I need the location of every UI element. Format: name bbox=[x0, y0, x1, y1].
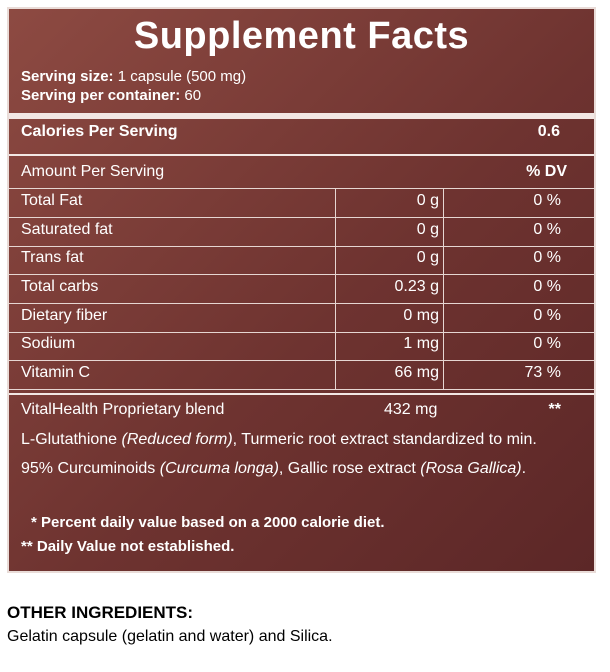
nutrient-name: Total Fat bbox=[21, 192, 83, 209]
servings-per-container-value: 60 bbox=[184, 87, 202, 104]
nutrient-name: Saturated fat bbox=[21, 221, 113, 238]
supplement-facts-panel: Supplement Facts Serving size: 1 capsule… bbox=[7, 7, 596, 573]
serving-info: Serving size: 1 capsule (500 mg) Serving… bbox=[21, 67, 246, 105]
blend-text-italic: (Reduced form) bbox=[121, 431, 233, 448]
blend-dv: ** bbox=[548, 401, 561, 418]
nutrient-dv: 0 % bbox=[533, 335, 561, 352]
nutrient-name: Trans fat bbox=[21, 249, 84, 266]
blend-text-italic: (Curcuma longa) bbox=[159, 460, 279, 477]
blend-amount: 432 mg bbox=[384, 401, 438, 418]
footnote-text: Daily Value not established. bbox=[36, 538, 235, 555]
panel-title: Supplement Facts bbox=[133, 15, 470, 57]
footnote-percent-dv: * Percent daily value based on a 2000 ca… bbox=[31, 514, 385, 531]
blend-text: , Turmeric root extract standardized to … bbox=[232, 431, 537, 448]
serving-size-value: 1 capsule (500 mg) bbox=[117, 68, 247, 85]
nutrient-dv: 0 % bbox=[533, 307, 561, 324]
nutrient-dv: 0 % bbox=[533, 278, 561, 295]
blend-text: L-Glutathione bbox=[21, 431, 122, 448]
blend-text: , Gallic rose extract bbox=[278, 460, 421, 477]
nutrient-amount: 0.23 g bbox=[394, 278, 439, 295]
blend-ingredients-line-2: 95% Curcuminoids (Curcuma longa), Gallic… bbox=[21, 460, 526, 478]
blend-name: VitalHealth Proprietary blend bbox=[21, 401, 225, 418]
nutrient-amount: 0 g bbox=[416, 249, 439, 266]
nutrient-amount: 0 g bbox=[416, 221, 439, 238]
blend-text: 95% Curcuminoids bbox=[21, 460, 160, 477]
calories-label: Calories Per Serving bbox=[21, 123, 178, 140]
footnote-mark: ** bbox=[21, 538, 33, 555]
nutrient-amount: 0 g bbox=[416, 192, 439, 209]
other-ingredients-title: OTHER INGREDIENTS: bbox=[7, 603, 194, 622]
footnote-text: Percent daily value based on a 2000 calo… bbox=[41, 514, 385, 531]
servings-per-container: Serving per container: 60 bbox=[21, 86, 246, 105]
nutrient-dv: 0 % bbox=[533, 221, 561, 238]
servings-per-container-label: Serving per container: bbox=[21, 87, 181, 104]
nutrient-amount: 0 mg bbox=[403, 307, 439, 324]
footnote-dv-not-established: ** Daily Value not established. bbox=[21, 538, 234, 555]
blend-text-italic: (Rosa Gallica) bbox=[420, 460, 522, 477]
blend-ingredients-line-1: L-Glutathione (Reduced form), Turmeric r… bbox=[21, 431, 537, 449]
nutrient-amount: 66 mg bbox=[394, 364, 439, 381]
serving-size-label: Serving size: bbox=[21, 68, 114, 85]
nutrient-name: Dietary fiber bbox=[21, 307, 108, 324]
divider-thick bbox=[9, 113, 594, 119]
nutrient-amount: 1 mg bbox=[403, 335, 439, 352]
amount-header: Amount Per Serving bbox=[21, 163, 165, 180]
calories-value: 0.6 bbox=[537, 123, 560, 140]
blend-text: . bbox=[521, 460, 527, 477]
dv-header: % DV bbox=[526, 163, 567, 180]
divider-thin bbox=[9, 393, 594, 395]
nutrient-dv: 0 % bbox=[533, 249, 561, 266]
divider-thin bbox=[9, 154, 594, 156]
footnote-mark: * bbox=[31, 514, 37, 531]
nutrient-name: Vitamin C bbox=[21, 364, 91, 381]
nutrient-dv: 0 % bbox=[533, 192, 561, 209]
nutrient-name: Total carbs bbox=[21, 278, 99, 295]
nutrient-dv: 73 % bbox=[524, 364, 561, 381]
other-ingredients-text: Gelatin capsule (gelatin and water) and … bbox=[7, 628, 333, 645]
nutrient-name: Sodium bbox=[21, 335, 76, 352]
serving-size: Serving size: 1 capsule (500 mg) bbox=[21, 67, 246, 86]
